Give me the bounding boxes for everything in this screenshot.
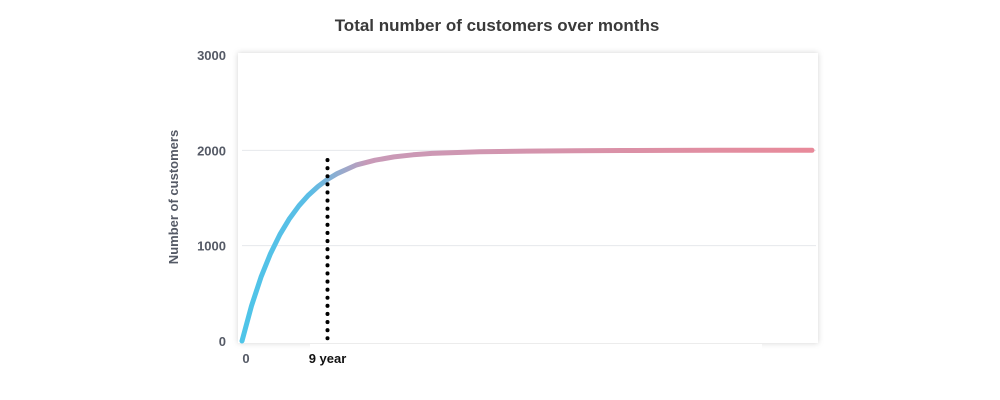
chart-title: Total number of customers over months bbox=[334, 16, 660, 35]
x-tick-label: 0 bbox=[242, 351, 249, 366]
nine-year-marker-label: 9 year bbox=[309, 351, 347, 366]
y-tick-label: 3000 bbox=[197, 48, 226, 63]
y-axis-label: Number of customers bbox=[166, 130, 181, 264]
y-tick-label: 1000 bbox=[197, 239, 226, 254]
y-tick-label: 2000 bbox=[197, 143, 226, 158]
annotations: 9 year bbox=[309, 158, 347, 366]
y-tick-label: 0 bbox=[219, 334, 226, 349]
x-tick-labels: 0 bbox=[242, 351, 249, 366]
customers-series-line bbox=[239, 147, 815, 344]
y-tick-labels: 0 1000 2000 3000 bbox=[197, 48, 226, 349]
plot-panel bbox=[238, 53, 818, 343]
xaxis-cover bbox=[310, 344, 762, 354]
